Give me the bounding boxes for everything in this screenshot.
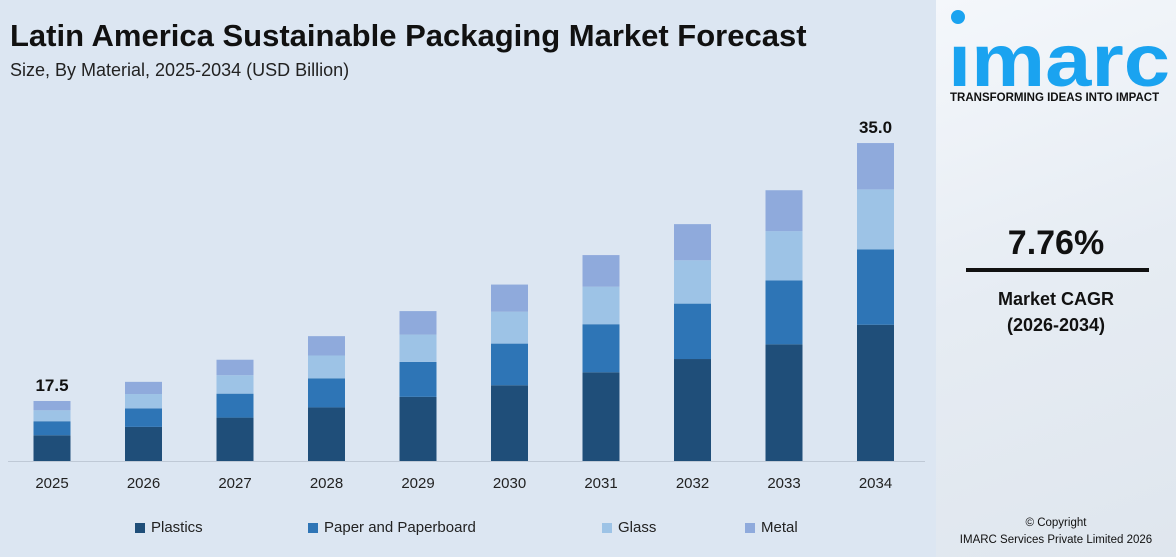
data-label: 35.0 — [859, 118, 892, 137]
legend-label: Plastics — [151, 519, 203, 536]
bar-segment-2025-paper-and-paperboard — [33, 421, 71, 436]
bar-segment-2026-glass — [125, 394, 162, 409]
bar-segment-2029-metal — [399, 311, 437, 335]
bar-segment-2027-metal — [216, 359, 254, 376]
x-tick-label: 2025 — [35, 475, 68, 492]
bar-segment-2028-paper-and-paperboard — [308, 378, 345, 408]
legend-swatch — [745, 522, 755, 533]
cagr-label-text: Market CAGR — [997, 289, 1115, 309]
x-tick-label: 2029 — [401, 475, 434, 492]
legend-swatch — [135, 522, 145, 533]
bar-segment-2033-glass — [765, 231, 803, 281]
bar-segment-2032-metal — [674, 224, 711, 261]
brand-panel: ımarc TRANSFORMING IDEAS INTO IMPACT 7.7… — [936, 0, 1176, 557]
bar-segment-2026-plastics — [125, 426, 162, 461]
x-tick-label: 2026 — [127, 475, 160, 492]
chart-title: Latin America Sustainable Packaging Mark… — [10, 18, 807, 53]
bar-segment-2032-glass — [674, 260, 711, 304]
bar-segment-2027-plastics — [216, 417, 254, 461]
x-tick-label: 2031 — [584, 475, 617, 492]
chart-panel: Latin America Sustainable Packaging Mark… — [8, 18, 925, 536]
bar-segment-2032-plastics — [674, 359, 711, 461]
bar-segment-2030-plastics — [491, 385, 528, 461]
x-tick-label: 2033 — [767, 475, 800, 492]
bar-segment-2029-plastics — [399, 396, 437, 461]
legend-label: Glass — [618, 519, 657, 536]
legend-item: Glass — [602, 519, 656, 536]
bar-segment-2025-glass — [33, 410, 71, 422]
copyright-line1: © Copyright — [1025, 517, 1087, 529]
imarc-logo: ımarc — [948, 10, 1170, 91]
bar-segment-2034-paper-and-paperboard — [857, 249, 894, 325]
bar-segment-2030-paper-and-paperboard — [491, 343, 528, 386]
bar-segment-2025-metal — [33, 401, 71, 411]
divider — [966, 268, 1149, 272]
stacked-bar-chart: 2025 17.5 2026 2027 2028 2029 2030 2031 2032 2033… — [8, 118, 925, 492]
cagr-period: (2026-2034) — [1006, 315, 1106, 335]
legend-label: Metal — [761, 519, 798, 536]
legend-swatch — [602, 522, 612, 533]
x-tick-label: 2032 — [676, 475, 709, 492]
bar-segment-2026-metal — [125, 381, 162, 395]
legend-item: Metal — [745, 519, 798, 536]
copyright: © Copyright IMARC Services Private Limit… — [936, 515, 1176, 549]
legend-item: Plastics — [135, 519, 203, 536]
bar-segment-2034-glass — [857, 189, 894, 250]
bar-segment-2030-glass — [491, 311, 528, 344]
bar-segment-2033-plastics — [765, 344, 803, 461]
legend-swatch — [308, 522, 318, 533]
bar-segment-2034-metal — [857, 143, 894, 190]
bar-segment-2028-glass — [308, 355, 345, 379]
legend-item: Paper and Paperboard — [308, 519, 476, 536]
bar-segment-2033-paper-and-paperboard — [765, 280, 803, 345]
cagr-label: Market CAGR (2026-2034) — [936, 286, 1176, 338]
bar-segment-2031-glass — [582, 286, 620, 325]
x-tick-label: 2027 — [218, 475, 251, 492]
copyright-line2: IMARC Services Private Limited 2026 — [959, 534, 1153, 546]
x-tick-label: 2028 — [310, 475, 343, 492]
bar-segment-2033-metal — [765, 190, 803, 232]
brand-tagline: TRANSFORMING IDEAS INTO IMPACT — [950, 92, 1160, 104]
data-label: 17.5 — [35, 376, 68, 395]
bar-segment-2031-paper-and-paperboard — [582, 324, 620, 373]
cagr-value: 7.76% — [1007, 224, 1105, 262]
bar-segment-2032-paper-and-paperboard — [674, 303, 711, 360]
bar-segment-2034-plastics — [857, 324, 894, 461]
bar-segment-2029-paper-and-paperboard — [399, 361, 437, 397]
x-tick-label: 2034 — [859, 475, 892, 492]
bar-segment-2030-metal — [491, 284, 528, 312]
bar-segment-2028-metal — [308, 336, 345, 356]
legend-label: Paper and Paperboard — [324, 519, 476, 536]
chart-subtitle: Size, By Material, 2025-2034 (USD Billio… — [10, 60, 350, 80]
svg-text:ımarc: ımarc — [948, 19, 1170, 91]
bar-segment-2026-paper-and-paperboard — [125, 408, 162, 427]
bar-segment-2025-plastics — [33, 435, 71, 461]
x-tick-label: 2030 — [493, 475, 526, 492]
bar-segment-2029-glass — [399, 334, 437, 362]
bar-segment-2031-plastics — [582, 372, 620, 461]
bar-segment-2031-metal — [582, 255, 620, 287]
bar-segment-2027-glass — [216, 375, 254, 394]
bar-segment-2027-paper-and-paperboard — [216, 393, 254, 418]
bar-segment-2028-plastics — [308, 407, 345, 461]
